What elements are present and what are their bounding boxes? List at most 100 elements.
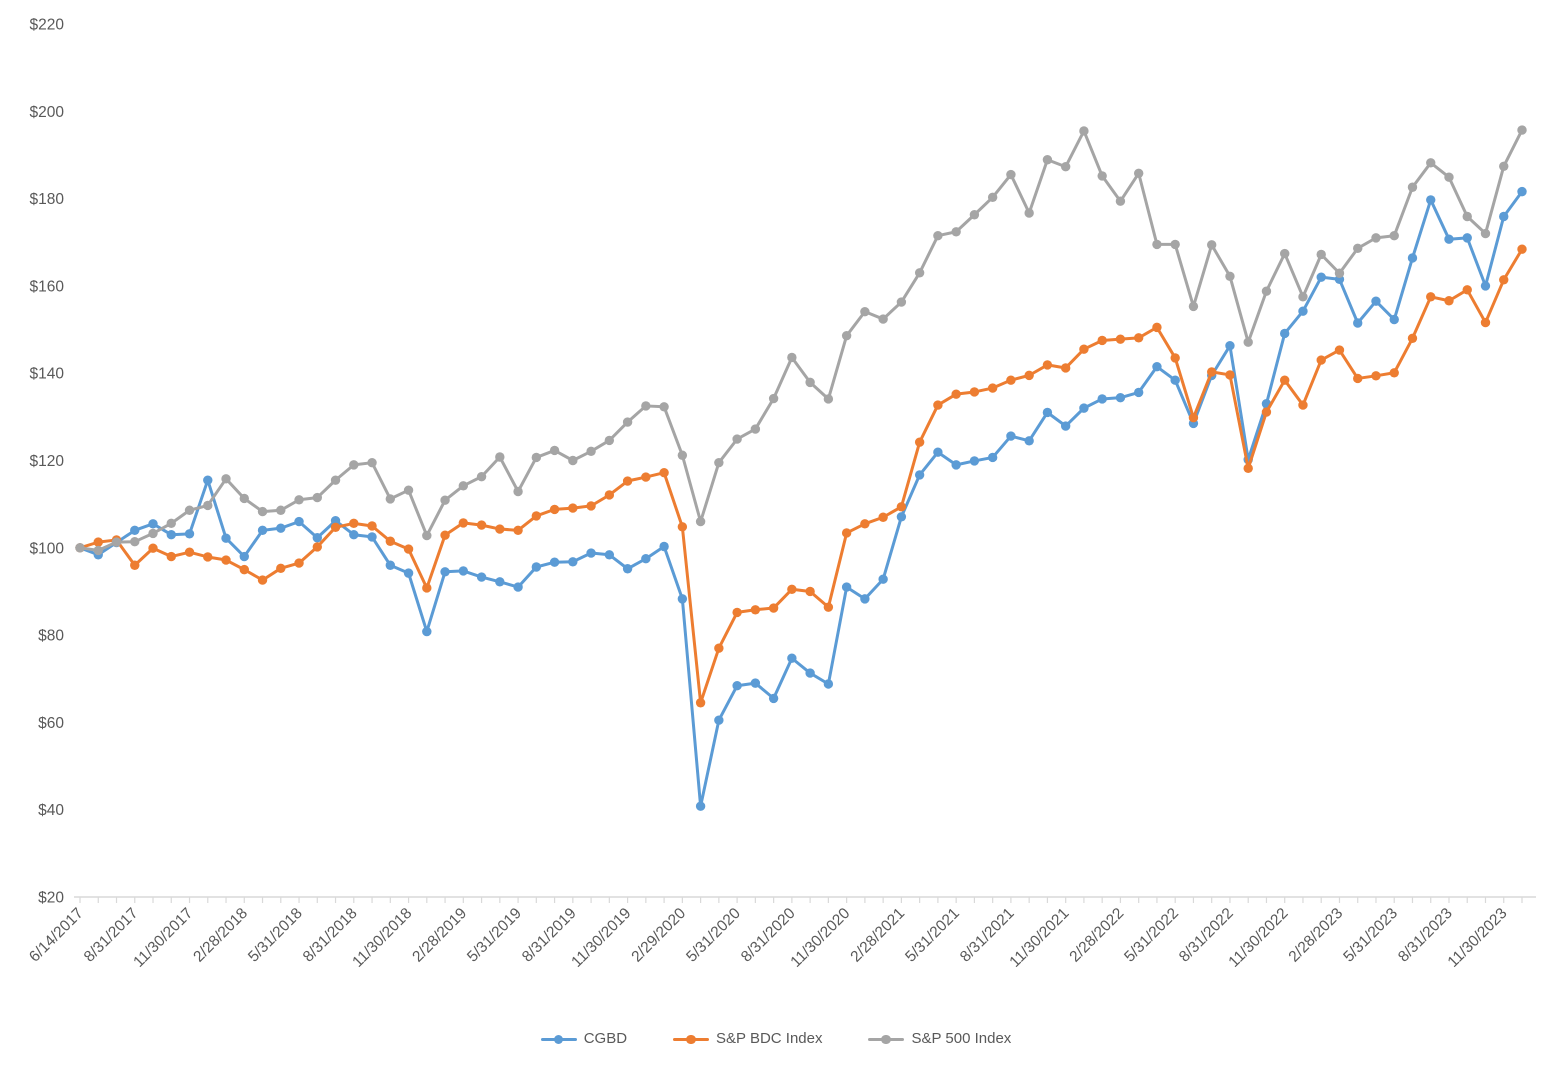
data-point-marker — [1316, 249, 1326, 260]
data-point-marker — [641, 401, 651, 411]
data-point-marker — [403, 544, 414, 554]
data-point-marker — [1152, 239, 1162, 250]
data-point-marker — [166, 551, 176, 562]
data-point-marker — [276, 563, 286, 574]
data-point-marker — [568, 455, 578, 466]
data-point-marker — [458, 566, 469, 576]
data-point-marker — [312, 542, 322, 552]
data-point-marker — [385, 536, 396, 546]
data-point-marker — [531, 562, 542, 572]
data-point-marker — [403, 485, 414, 495]
data-point-marker — [1462, 211, 1472, 222]
data-point-marker — [987, 452, 998, 463]
data-point-marker — [1079, 403, 1089, 413]
data-point-marker — [294, 516, 304, 527]
data-point-marker — [166, 530, 176, 540]
data-point-marker — [1280, 328, 1290, 339]
data-point-marker — [549, 445, 560, 456]
data-point-marker — [203, 500, 213, 511]
data-point-marker — [130, 536, 140, 547]
data-point-marker — [276, 523, 286, 533]
y-axis-tick-label: $40 — [38, 802, 64, 819]
data-point-marker — [841, 582, 852, 592]
data-point-marker — [1480, 317, 1491, 328]
x-axis-tick-label: 11/30/2021 — [1006, 905, 1072, 971]
data-point-marker — [1243, 337, 1253, 347]
legend-item-cgbd: CGBD — [540, 1028, 627, 1050]
data-point-marker — [1444, 172, 1454, 182]
data-point-marker — [203, 475, 213, 485]
data-point-marker — [330, 522, 341, 532]
data-point-marker — [221, 555, 231, 565]
legend-label-sp500-index: S&P 500 Index — [911, 1030, 1012, 1047]
data-point-marker — [732, 681, 742, 691]
data-point-marker — [622, 417, 633, 427]
data-point-marker — [276, 505, 286, 515]
data-point-marker — [349, 530, 359, 540]
data-point-marker — [130, 525, 140, 536]
data-point-marker — [422, 530, 432, 541]
data-point-marker — [1517, 125, 1527, 135]
data-point-marker — [130, 560, 140, 570]
data-point-marker — [750, 424, 761, 434]
data-point-marker — [568, 557, 578, 567]
data-point-marker — [476, 520, 487, 530]
data-point-marker — [458, 518, 469, 528]
data-point-marker — [1133, 333, 1144, 343]
data-point-marker — [914, 437, 925, 447]
sp-bdc-line-marker-icon — [673, 1034, 710, 1044]
x-axis-tick-label: 11/30/2018 — [349, 905, 415, 971]
y-axis-tick-label: $140 — [30, 366, 65, 383]
data-point-marker — [1389, 368, 1399, 378]
data-point-marker — [1060, 363, 1071, 373]
data-point-marker — [1024, 436, 1034, 446]
data-point-marker — [312, 533, 322, 543]
data-point-marker — [568, 503, 578, 513]
legend-item-sp500-index: S&P 500 Index — [868, 1028, 1011, 1050]
data-point-marker — [1462, 233, 1472, 243]
data-point-marker — [768, 693, 779, 704]
data-point-marker — [878, 314, 888, 324]
data-point-marker — [93, 545, 103, 556]
x-axis-tick-label: 11/30/2019 — [568, 905, 634, 971]
y-axis-tick-label: $100 — [30, 540, 65, 557]
data-point-marker — [1280, 248, 1290, 259]
data-point-marker — [1024, 370, 1034, 381]
data-point-marker — [1517, 186, 1527, 197]
data-point-marker — [914, 470, 925, 480]
data-point-marker — [495, 577, 505, 587]
data-point-marker — [1079, 126, 1089, 136]
data-point-marker — [476, 572, 487, 582]
data-point-marker — [841, 528, 852, 538]
data-point-marker — [750, 678, 761, 688]
data-point-marker — [896, 297, 907, 307]
data-point-marker — [1298, 306, 1308, 316]
data-point-marker — [349, 518, 359, 529]
data-point-marker — [367, 521, 377, 531]
data-point-marker — [148, 528, 158, 539]
data-point-marker — [1316, 355, 1326, 365]
data-point-marker — [714, 715, 724, 725]
data-point-marker — [714, 643, 724, 653]
data-point-marker — [677, 594, 688, 604]
data-point-marker — [677, 450, 688, 460]
data-point-marker — [1006, 169, 1016, 180]
x-axis-tick-label: 2/28/2022 — [1066, 905, 1127, 966]
legend-item-sp-bdc-index: S&P BDC Index — [673, 1028, 822, 1050]
x-axis-tick-label: 11/30/2022 — [1225, 905, 1291, 971]
data-point-marker — [1170, 239, 1180, 250]
x-axis-tick-label: 5/31/2018 — [245, 905, 306, 966]
data-point-marker — [860, 594, 870, 604]
data-point-marker — [148, 519, 158, 529]
data-point-marker — [1407, 253, 1418, 263]
data-point-marker — [75, 543, 85, 553]
data-point-marker — [622, 564, 633, 574]
data-point-marker — [1115, 392, 1126, 403]
y-axis-tick-label: $20 — [38, 890, 64, 907]
data-point-marker — [1243, 463, 1253, 474]
data-point-marker — [330, 475, 341, 485]
data-point-marker — [385, 494, 396, 504]
data-point-marker — [659, 541, 669, 552]
data-point-marker — [1152, 361, 1162, 372]
